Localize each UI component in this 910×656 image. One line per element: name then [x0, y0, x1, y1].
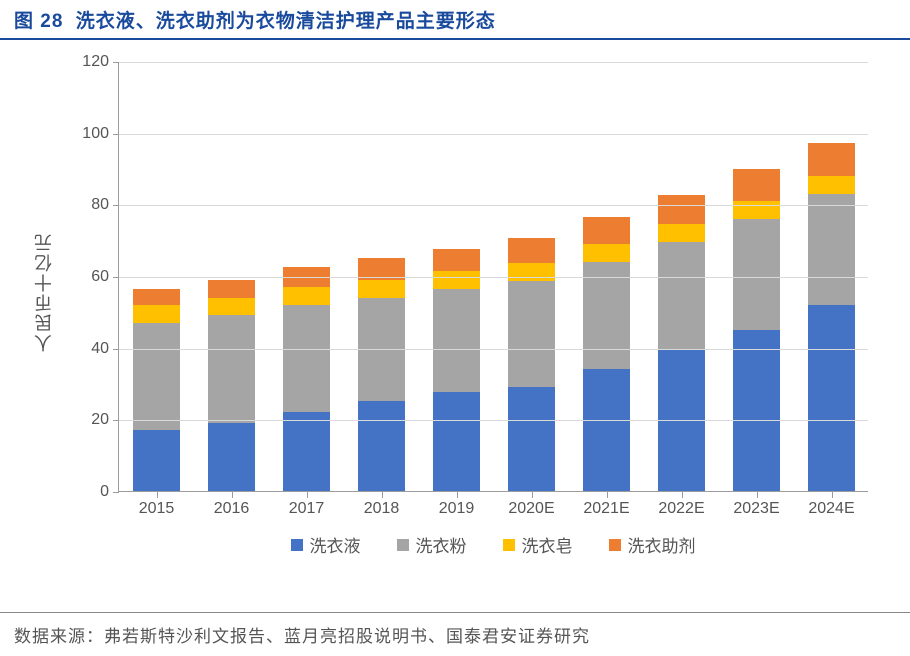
x-tick-mark	[757, 492, 758, 498]
x-tick-mark	[382, 492, 383, 498]
gridline	[119, 205, 868, 206]
y-axis-label: 人民币十亿元	[28, 52, 60, 532]
legend: 洗衣液 洗衣粉 洗衣皂 洗衣助剂	[118, 532, 868, 557]
y-tick-label: 20	[61, 411, 109, 429]
bar-segment	[208, 280, 255, 298]
y-tick-label: 0	[61, 483, 109, 501]
bar-segment	[508, 263, 555, 281]
figure-container: 图 28 洗衣液、洗衣助剂为衣物清洁护理产品主要形态 人民币十亿元 020406…	[0, 0, 910, 656]
bar-segment	[808, 143, 855, 175]
legend-item: 洗衣助剂	[609, 532, 696, 557]
bar-segment	[433, 271, 480, 289]
x-tick-label: 2022E	[644, 500, 719, 518]
bar-segment	[358, 280, 405, 298]
bar-segment	[733, 330, 780, 491]
bar-segment	[133, 305, 180, 323]
legend-swatch	[397, 539, 409, 551]
y-tick-label: 100	[61, 125, 109, 143]
x-tick-label: 2020E	[494, 500, 569, 518]
legend-label: 洗衣液	[310, 532, 361, 557]
bar-segment	[733, 169, 780, 201]
gridline	[119, 62, 868, 63]
x-tick-mark	[157, 492, 158, 498]
figure-title-row: 图 28 洗衣液、洗衣助剂为衣物清洁护理产品主要形态	[0, 0, 910, 40]
x-tick-label: 2021E	[569, 500, 644, 518]
bar-segment	[583, 369, 630, 491]
bar-segment	[208, 298, 255, 316]
bar-segment	[283, 287, 330, 305]
bar-segment	[508, 238, 555, 263]
legend-swatch	[609, 539, 621, 551]
bar-segment	[583, 217, 630, 244]
x-tick-mark	[832, 492, 833, 498]
y-tick-mark	[113, 205, 119, 206]
bar-segment	[133, 323, 180, 431]
gridline	[119, 277, 868, 278]
bar-segment	[808, 194, 855, 305]
y-tick-label: 60	[61, 268, 109, 286]
y-tick-label: 40	[61, 340, 109, 358]
bar-segment	[733, 219, 780, 330]
figure-title-text: 洗衣液、洗衣助剂为衣物清洁护理产品主要形态	[76, 11, 496, 32]
legend-label: 洗衣皂	[522, 532, 573, 557]
x-tick-label: 2018	[344, 500, 419, 518]
x-tick-mark	[457, 492, 458, 498]
legend-swatch	[291, 539, 303, 551]
bar-segment	[208, 315, 255, 423]
bar-segment	[658, 224, 705, 242]
y-tick-mark	[113, 349, 119, 350]
y-tick-mark	[113, 420, 119, 421]
x-tick-mark	[607, 492, 608, 498]
y-tick-mark	[113, 134, 119, 135]
y-tick-mark	[113, 62, 119, 63]
figure-number: 图 28	[14, 11, 63, 32]
bar-segment	[358, 401, 405, 491]
bar-segment	[133, 289, 180, 305]
bar-segment	[583, 244, 630, 262]
x-tick-mark	[307, 492, 308, 498]
chart-wrap: 人民币十亿元 020406080100120201520162017201820…	[28, 52, 888, 592]
bar-segment	[733, 201, 780, 219]
x-tick-label: 2023E	[719, 500, 794, 518]
bar-segment	[658, 242, 705, 350]
bar-segment	[508, 281, 555, 387]
x-tick-label: 2019	[419, 500, 494, 518]
bar-segment	[508, 387, 555, 491]
bar-segment	[283, 412, 330, 491]
legend-swatch	[503, 539, 515, 551]
gridline	[119, 349, 868, 350]
legend-label: 洗衣助剂	[628, 532, 696, 557]
source-text: 弗若斯特沙利文报告、蓝月亮招股说明书、国泰君安证券研究	[104, 622, 590, 647]
source-label: 数据来源：	[14, 622, 104, 647]
source-row: 数据来源： 弗若斯特沙利文报告、蓝月亮招股说明书、国泰君安证券研究	[0, 612, 910, 656]
legend-label: 洗衣粉	[416, 532, 467, 557]
bar-segment	[808, 305, 855, 491]
x-tick-label: 2017	[269, 500, 344, 518]
y-tick-label: 80	[61, 196, 109, 214]
bar-segment	[433, 392, 480, 491]
y-tick-mark	[113, 277, 119, 278]
plot-area: 020406080100120201520162017201820192020E…	[118, 62, 868, 492]
x-tick-label: 2024E	[794, 500, 869, 518]
bar-segment	[433, 249, 480, 271]
x-tick-label: 2016	[194, 500, 269, 518]
x-tick-mark	[232, 492, 233, 498]
bar-segment	[208, 423, 255, 491]
x-tick-mark	[682, 492, 683, 498]
bar-segment	[808, 176, 855, 194]
legend-item: 洗衣皂	[503, 532, 573, 557]
bar-segment	[133, 430, 180, 491]
gridline	[119, 134, 868, 135]
y-tick-mark	[113, 492, 119, 493]
x-tick-mark	[532, 492, 533, 498]
x-tick-label: 2015	[119, 500, 194, 518]
legend-item: 洗衣液	[291, 532, 361, 557]
bar-segment	[433, 289, 480, 393]
gridline	[119, 420, 868, 421]
y-tick-label: 120	[61, 53, 109, 71]
bar-segment	[658, 195, 705, 224]
figure-title: 图 28 洗衣液、洗衣助剂为衣物清洁护理产品主要形态	[14, 6, 496, 33]
legend-item: 洗衣粉	[397, 532, 467, 557]
bar-segment	[283, 305, 330, 413]
